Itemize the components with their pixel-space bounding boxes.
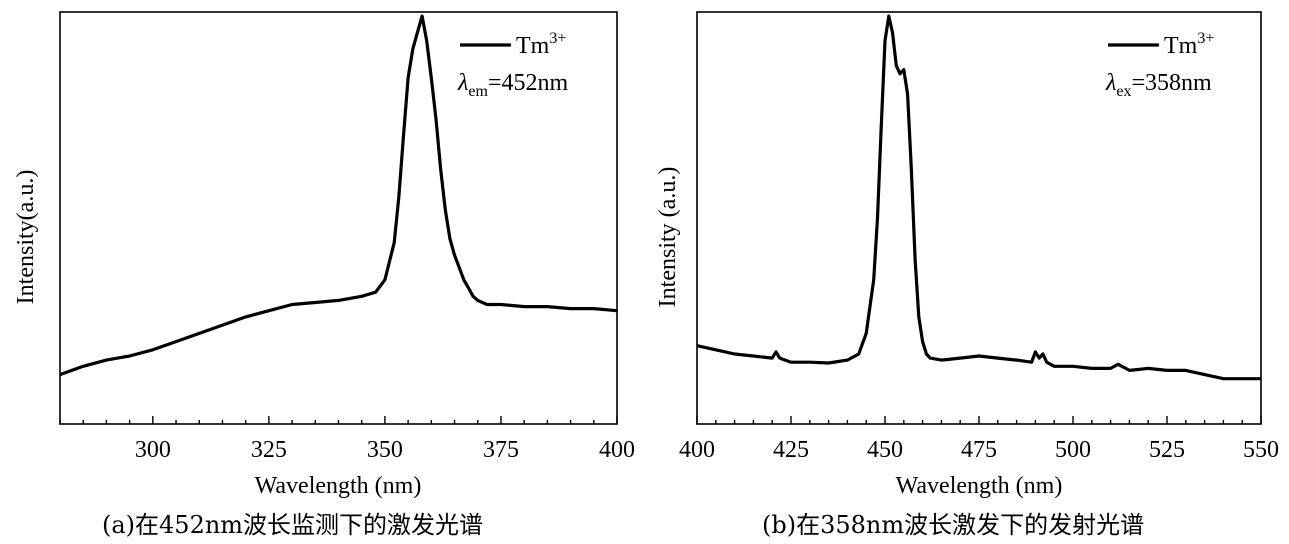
x-tick-label-500: 500: [1055, 437, 1091, 463]
legend-entry-b: Tm3+: [1164, 30, 1214, 59]
x-tick-label-475: 475: [961, 437, 997, 463]
chart-panel-b: 400 425 450 475 500 525 550 Wavelength (nm) In…: [655, 11, 1279, 499]
x-tick-label-350: 350: [367, 437, 403, 463]
legend-entry-a: Tm3+: [516, 30, 566, 59]
legend-a: Tm3+ λem=452nm: [457, 30, 568, 100]
series-line-a: [59, 14, 618, 377]
x-tick-label-300: 300: [135, 437, 171, 463]
x-tick-label-375: 375: [483, 437, 519, 463]
x-axis-label-b: Wavelength (nm): [896, 473, 1063, 499]
series-line-b: [696, 14, 1261, 381]
caption-b: (b)在358nm波长激发下的发射光谱: [762, 511, 1145, 539]
x-tick-label-400: 400: [679, 437, 715, 463]
x-tick-label-425: 425: [773, 437, 809, 463]
legend-param-a: λem=452nm: [457, 70, 568, 100]
x-tick-label-325: 325: [251, 437, 287, 463]
legend-b: Tm3+ λex=358nm: [1105, 30, 1214, 100]
x-ticks-b: 400 425 450 475 500 525 550: [679, 416, 1279, 463]
y-axis-label-a: Intensity(a.u.): [13, 170, 39, 305]
x-ticks-a: 300 325 350 375 400: [59, 416, 635, 463]
x-tick-label-550: 550: [1243, 437, 1279, 463]
x-axis-label-a: Wavelength (nm): [255, 473, 422, 499]
caption-a: (a)在452nm波长监测下的激发光谱: [102, 511, 484, 539]
y-axis-label-b: Intensity (a.u.): [655, 167, 681, 308]
x-tick-label-400: 400: [599, 437, 635, 463]
x-tick-label-450: 450: [867, 437, 903, 463]
legend-param-b: λex=358nm: [1105, 70, 1212, 100]
chart-panel-a: 300 325 350 375 400 Wavelength (nm) Intensit…: [13, 11, 635, 499]
x-tick-label-525: 525: [1149, 437, 1185, 463]
